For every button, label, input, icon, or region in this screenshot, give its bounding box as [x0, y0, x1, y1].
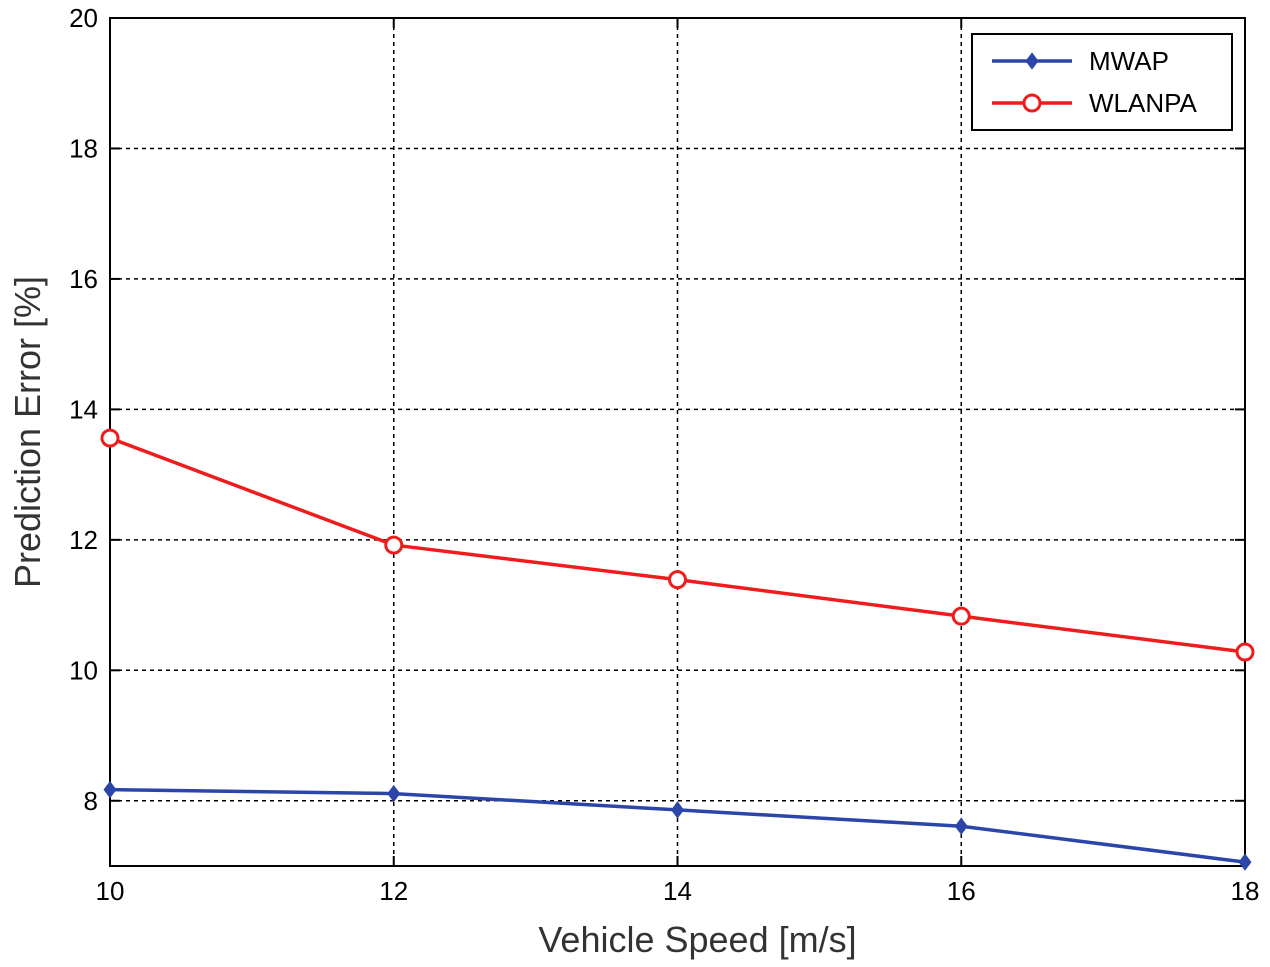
y-tick-label: 14	[69, 394, 98, 424]
x-axis-title: Vehicle Speed [m/s]	[538, 919, 856, 960]
y-tick-label: 8	[84, 786, 98, 816]
data-point-mwap	[103, 781, 117, 799]
y-tick-label: 18	[69, 133, 98, 163]
grid-lines	[110, 18, 1245, 866]
data-point-wlanpa	[384, 535, 404, 555]
legend: MWAP WLANPA	[971, 33, 1233, 131]
data-point-wlanpa	[951, 606, 971, 626]
data-point-mwap	[387, 784, 401, 803]
x-tick-label: 14	[663, 876, 692, 906]
legend-box	[971, 33, 1233, 131]
legend-marker	[1025, 52, 1039, 70]
legend-label: MWAP	[1089, 46, 1169, 76]
y-tick-label: 16	[69, 264, 98, 294]
data-point-mwap	[1238, 853, 1252, 871]
y-tick-label: 20	[69, 3, 98, 33]
y-tick-label: 12	[69, 525, 98, 555]
legend-label: WLANPA	[1089, 88, 1198, 118]
x-tick-label: 16	[947, 876, 976, 906]
axis-ticks: 10 12 14 16 18 8 10 12 14 16 18 20	[69, 3, 1259, 906]
data-point-mwap	[954, 817, 968, 835]
series-wlanpa	[100, 428, 1255, 662]
data-point-wlanpa	[100, 428, 120, 448]
data-point-wlanpa	[668, 570, 687, 590]
y-tick-label: 10	[69, 655, 98, 685]
x-tick-label: 12	[379, 876, 408, 906]
legend-marker	[1022, 93, 1042, 113]
series-group	[100, 428, 1255, 871]
x-tick-label: 18	[1231, 876, 1260, 906]
data-point-wlanpa	[1235, 642, 1255, 662]
x-tick-label: 10	[96, 876, 125, 906]
data-point-mwap	[671, 801, 684, 819]
series-mwap	[103, 781, 1252, 871]
y-axis-title: Prediction Error [%]	[7, 276, 48, 588]
